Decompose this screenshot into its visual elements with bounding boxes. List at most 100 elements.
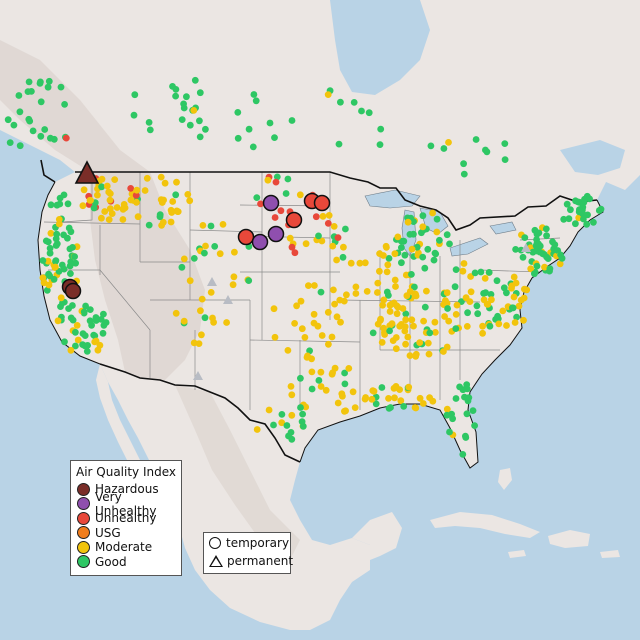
monitor-point [586,195,593,203]
monitor-point [61,338,68,346]
legend-label: temporary [226,536,290,550]
monitor-point [581,195,588,203]
monitor-point [483,148,491,156]
monitor-point [584,211,591,219]
monitor-point [484,301,492,308]
monitor-point [324,308,332,316]
large-monitor-point [285,211,303,229]
monitor-point [401,327,409,335]
monitor-point [196,89,204,97]
monitor-point [287,383,295,390]
monitor-point [546,265,554,273]
monitor-point [368,395,376,403]
monitor-point [334,399,342,407]
monitor-point [431,318,439,326]
monitor-point [278,411,286,418]
monitor-point [403,292,411,300]
puerto-rico [600,550,620,558]
sierra-madre-relief [175,385,300,560]
monitor-point [383,244,390,251]
monitor-point [297,374,304,382]
monitor-point [597,205,605,213]
monitor-point [580,215,587,223]
monitor-point [541,263,548,271]
monitor-point [335,140,343,148]
monitor-point [379,301,386,309]
monitor-point [517,296,525,304]
monitor-point [419,223,427,231]
monitor-point [365,109,373,117]
monitor-point [535,229,543,237]
monitor-point [443,299,451,307]
monitor-point [560,215,568,223]
monitor-point [302,403,310,411]
monitor-point [53,201,61,209]
monitor-point [311,282,318,289]
monitor-point [80,186,88,194]
unhealthy-swatch-icon [77,511,90,525]
monitor-point [443,289,451,297]
monitor-point [325,212,333,219]
monitor-point [341,407,348,415]
monitor-point [533,262,541,270]
monitor-point [579,210,586,218]
monitor-point [253,426,261,433]
monitor-point [337,98,344,106]
monitor-point [515,302,523,310]
monitor-point [324,91,332,98]
monitor-point [503,322,510,329]
monitor-point [141,187,149,194]
monitor-point [303,354,311,361]
monitor-point [486,322,494,330]
monitor-point [329,369,336,377]
monitor-point [318,237,326,245]
legend-item-permanent: permanent [204,553,293,569]
monitor-point [231,248,238,256]
monitor-point [94,346,102,354]
monitor-point [421,303,429,311]
monitor-point [520,316,527,324]
monitor-point [216,250,224,258]
monitor-point [195,340,203,347]
monitor-point [230,273,238,281]
monitor-point [433,215,441,223]
monitor-point [54,317,62,325]
monitor-point [183,93,190,101]
monitor-point [184,191,192,198]
monitor-point [521,234,529,242]
monitor-point [190,107,198,114]
monitor-point [480,296,488,304]
monitor-point [399,305,407,312]
monitor-point [446,240,453,248]
monitor-point [481,275,489,282]
monitor-point [44,83,52,91]
monitor-point [463,385,471,393]
monitor-point [443,343,451,351]
monitor-point [413,243,421,251]
monitor-point [178,263,186,271]
monitor-point [430,256,438,264]
monitor-point [397,397,405,405]
monitor-point [419,253,427,261]
monitor-point [201,314,209,322]
monitor-point [424,245,432,253]
monitor-point [567,206,574,214]
monitor-point [393,310,401,318]
monitor-point [119,216,127,223]
monitor-point [172,191,180,199]
monitor-point [6,139,14,147]
monitor-point [67,228,75,236]
monitor-point [408,245,416,253]
monitor-point [377,125,385,133]
monitor-point [378,339,386,346]
monitor-point [86,306,94,313]
monitor-point [443,405,451,413]
monitor-point [314,322,322,330]
monitor-point [298,325,306,333]
monitor-point [302,240,310,248]
legend-item-temporary: temporary [204,535,290,551]
monitor-point [446,428,453,436]
monitor-point [83,348,91,355]
monitor-point [583,220,591,228]
monitor-point [245,277,253,284]
